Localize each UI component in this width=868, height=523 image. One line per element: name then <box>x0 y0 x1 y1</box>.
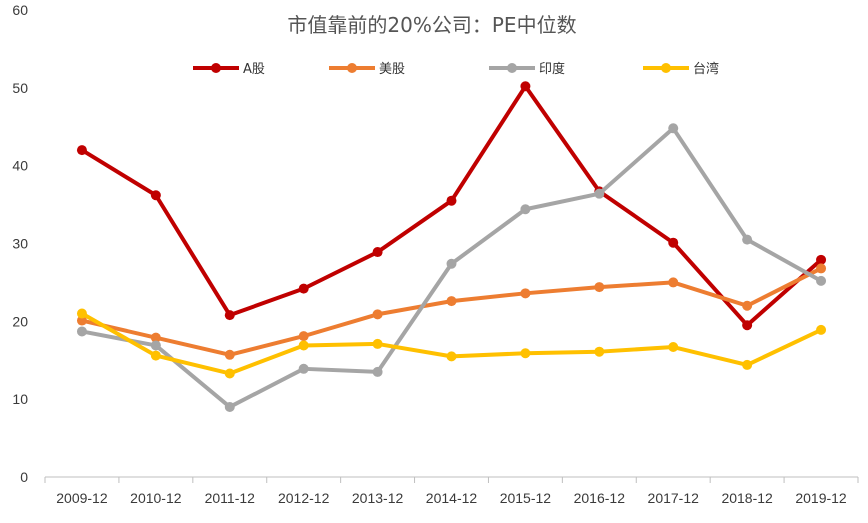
data-point <box>816 254 827 265</box>
y-tick-label: 0 <box>20 469 28 485</box>
data-point <box>594 282 605 293</box>
legend-label: 台湾 <box>693 61 719 77</box>
data-point <box>224 349 235 360</box>
y-tick-label: 60 <box>12 2 28 18</box>
x-tick-label: 2017-12 <box>648 490 700 506</box>
data-point <box>150 340 161 351</box>
data-point <box>446 351 457 362</box>
data-point <box>668 123 679 134</box>
series-line <box>79 311 824 376</box>
data-point <box>520 288 531 299</box>
y-tick-label: 20 <box>12 313 28 329</box>
y-tick-label: 40 <box>12 158 28 174</box>
data-point <box>742 320 753 331</box>
x-tick-label: 2009-12 <box>56 490 108 506</box>
series-1 <box>76 263 827 360</box>
data-point <box>742 234 753 245</box>
plot-area <box>76 81 827 412</box>
data-point <box>150 190 161 201</box>
data-point <box>298 340 309 351</box>
data-point <box>742 300 753 311</box>
data-point <box>224 401 235 412</box>
data-point <box>372 247 383 258</box>
data-point <box>742 359 753 370</box>
legend-marker <box>507 63 517 73</box>
y-tick-label: 50 <box>12 80 28 96</box>
y-axis: 0 10 20 30 40 50 60 <box>12 2 28 485</box>
x-tick-label: 2013-12 <box>352 490 404 506</box>
series-2 <box>76 123 827 412</box>
x-tick-label: 2011-12 <box>205 490 256 506</box>
data-point <box>668 342 679 353</box>
legend-label: A股 <box>243 62 265 77</box>
data-point <box>816 275 827 286</box>
data-point <box>594 188 605 199</box>
legend: A股 美股 印度 台湾 <box>193 61 719 77</box>
y-tick-label: 30 <box>12 236 28 252</box>
data-point <box>150 332 161 343</box>
data-point <box>594 346 605 357</box>
data-point <box>150 350 161 361</box>
chart-title: 市值靠前的20%公司：PE中位数 <box>287 13 576 37</box>
data-point <box>520 204 531 215</box>
data-point <box>816 263 827 274</box>
x-tick-label: 2015-12 <box>500 490 552 506</box>
x-tick-label: 2010-12 <box>130 490 182 506</box>
legend-label: 美股 <box>379 62 405 77</box>
data-point <box>298 283 309 294</box>
data-point <box>76 308 87 319</box>
x-tick-label: 2014-12 <box>426 490 478 506</box>
data-point <box>520 81 531 92</box>
data-point <box>76 145 87 156</box>
y-tick-label: 10 <box>12 391 28 407</box>
data-point <box>224 310 235 321</box>
series-line <box>79 84 824 328</box>
data-point <box>76 326 87 337</box>
data-point <box>668 277 679 288</box>
legend-label: 印度 <box>539 61 565 77</box>
data-point <box>668 237 679 248</box>
data-point <box>224 368 235 379</box>
data-point <box>446 258 457 269</box>
data-point <box>372 338 383 349</box>
data-point <box>520 348 531 359</box>
legend-marker <box>661 63 671 73</box>
series-3 <box>76 308 827 379</box>
data-point <box>446 195 457 206</box>
x-axis: 2009-12 2010-12 2011-12 2012-12 2013-12 2014-… <box>44 476 859 506</box>
data-point <box>446 296 457 307</box>
series-0 <box>76 81 827 331</box>
legend-marker <box>347 63 357 73</box>
x-tick-label: 2019-12 <box>795 490 847 506</box>
x-tick-label: 2018-12 <box>721 490 773 506</box>
data-point <box>372 309 383 320</box>
x-tick-label: 2016-12 <box>574 490 626 506</box>
data-point <box>298 331 309 342</box>
x-tick-label: 2012-12 <box>278 490 330 506</box>
data-point <box>298 363 309 374</box>
data-point <box>76 315 87 326</box>
legend-marker <box>211 63 221 73</box>
data-point <box>816 324 827 335</box>
data-point <box>372 366 383 377</box>
